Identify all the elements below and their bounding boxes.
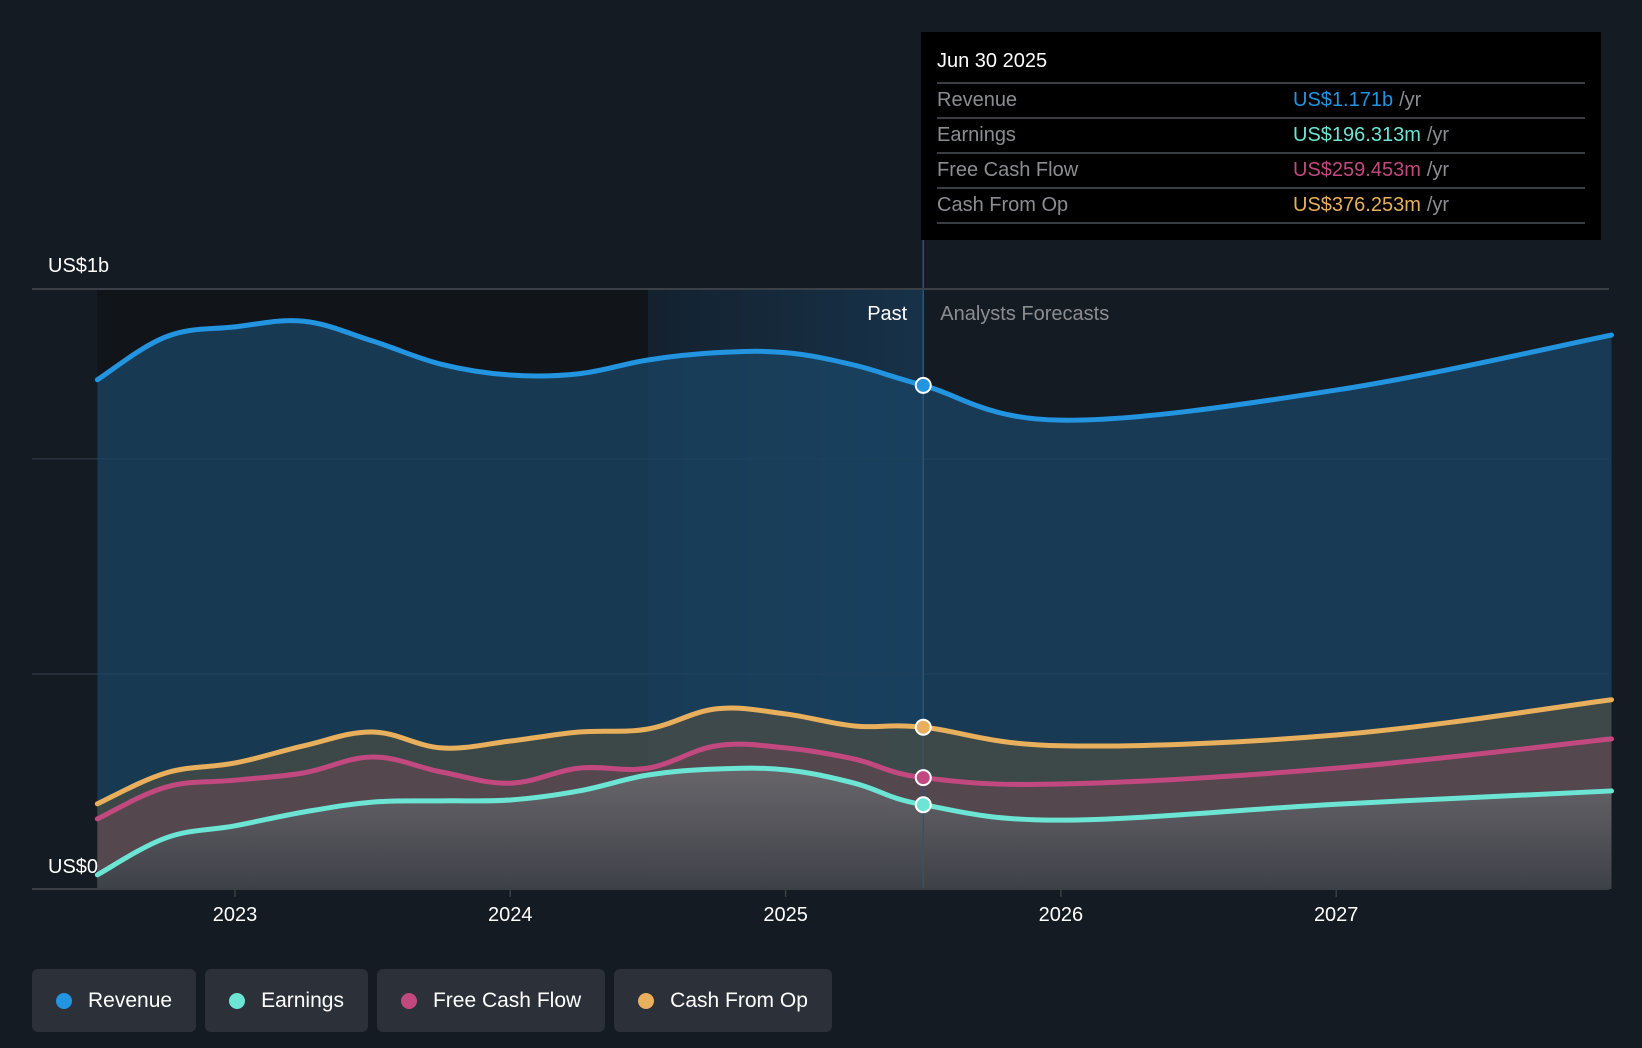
tooltip: Jun 30 2025 Revenue US$1.171b /yr Earnin… (921, 32, 1601, 240)
free-cash-flow-line (94, 736, 1614, 822)
tooltip-label: Revenue (937, 89, 1018, 111)
tooltip-row-cash-from-op: Cash From Op US$376.253m /yr (937, 189, 1585, 224)
legend-label: Earnings (261, 988, 344, 1012)
tooltip-unit: /yr (1399, 89, 1422, 111)
cash-from-op-line (94, 697, 1614, 807)
earnings-dot-icon (229, 992, 246, 1009)
tooltip-row-free-cash-flow: Free Cash Flow US$259.453m /yr (937, 154, 1585, 189)
legend-item-cash-from-op[interactable]: Cash From Op (614, 969, 832, 1032)
x-tick-label: 2026 (1039, 904, 1084, 926)
tooltip-value: US$259.453m (1293, 159, 1421, 181)
tooltip-unit: /yr (1426, 124, 1450, 146)
legend-label: Cash From Op (670, 988, 808, 1012)
tooltip-label: Earnings (937, 124, 1016, 146)
tooltip-unit: /yr (1426, 159, 1450, 181)
tooltip-label: Free Cash Flow (937, 159, 1079, 181)
tooltip-value: US$196.313m (1293, 124, 1421, 146)
legend-item-free-cash-flow[interactable]: Free Cash Flow (376, 969, 606, 1032)
legend-item-earnings[interactable]: Earnings (205, 969, 368, 1032)
tooltip-value: US$1.171b (1293, 89, 1394, 111)
cash-from-op-marker (914, 718, 932, 736)
x-tick-label: 2023 (213, 904, 258, 926)
legend-label: Revenue (88, 988, 173, 1012)
cash-from-op-dot-icon (638, 992, 655, 1009)
earnings-line (94, 765, 1614, 878)
y-axis-label-bottom: US$0 (48, 856, 98, 878)
past-region-label: Past (867, 303, 907, 325)
legend-label: Free Cash Flow (432, 988, 582, 1012)
earnings-area (97, 768, 1612, 889)
revenue-dot-icon (56, 992, 72, 1009)
revenue-line (94, 318, 1614, 423)
legend-item-revenue[interactable]: Revenue (32, 969, 197, 1032)
forecast-region-label: Analysts Forecasts (940, 303, 1109, 325)
x-tick-label: 2027 (1314, 904, 1359, 926)
earnings-marker (914, 796, 932, 814)
tooltip-row-revenue: Revenue US$1.171b /yr (937, 84, 1585, 119)
legend: Revenue Earnings Free Cash Flow Cash Fro… (32, 969, 832, 1032)
tooltip-row-earnings: Earnings US$196.313m /yr (937, 119, 1585, 154)
x-tick-label: 2025 (763, 904, 808, 926)
y-axis-label-top: US$1b (48, 255, 109, 277)
free-cash-flow-marker (914, 769, 932, 787)
revenue-marker (914, 376, 932, 394)
x-tick-label: 2024 (488, 904, 533, 926)
tooltip-unit: /yr (1426, 194, 1450, 216)
tooltip-label: Cash From Op (937, 194, 1069, 216)
free-cash-flow-dot-icon (400, 992, 417, 1009)
tooltip-date: Jun 30 2025 (937, 46, 1585, 84)
tooltip-value: US$376.253m (1293, 194, 1421, 216)
